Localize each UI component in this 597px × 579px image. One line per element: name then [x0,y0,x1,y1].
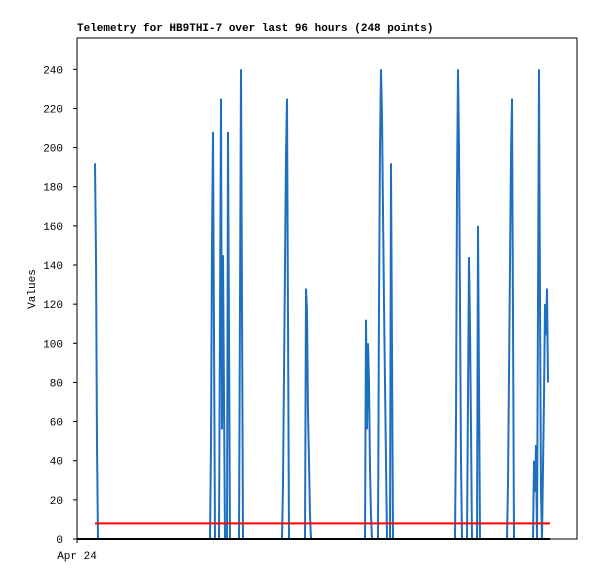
y-tick-label: 40 [50,457,63,469]
data-line [94,69,549,540]
y-tick-label: 60 [50,418,63,430]
x-tick-label: Apr 24 [57,551,97,563]
y-axis-label: Values [27,269,39,309]
y-tick-label: 120 [43,300,63,312]
y-tick-label: 80 [50,378,63,390]
y-tick-label: 220 [43,104,63,116]
y-tick-label: 20 [50,496,63,508]
y-tick-label: 0 [56,535,63,547]
y-tick-label: 200 [43,144,63,156]
y-tick-label: 100 [43,339,63,351]
plot-frame [76,37,578,540]
y-tick-label: 180 [43,183,63,195]
y-tick-label: 240 [43,65,63,77]
y-tick-label: 160 [43,222,63,234]
y-tick-label: 140 [43,261,63,273]
chart-title: Telemetry for HB9THI-7 over last 96 hour… [77,23,433,35]
